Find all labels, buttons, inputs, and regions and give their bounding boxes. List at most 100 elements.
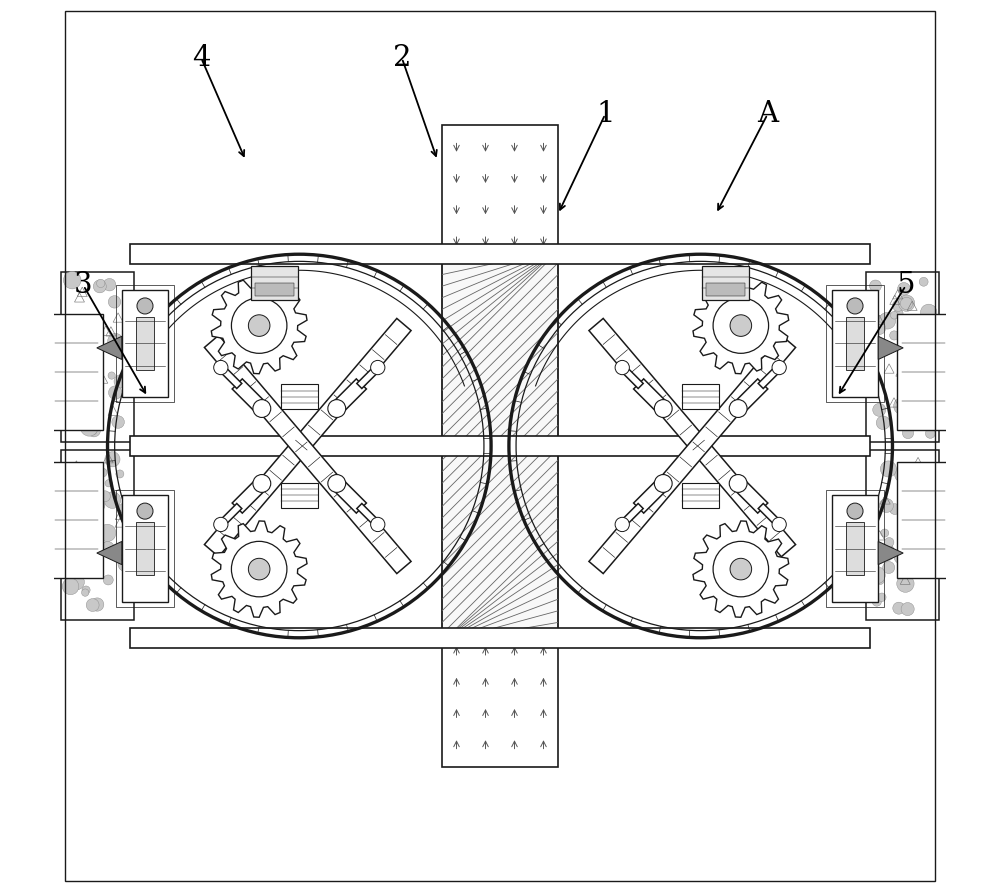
Circle shape	[880, 543, 892, 556]
Bar	[136, 317, 154, 370]
Bar	[130, 628, 870, 648]
Bar	[846, 522, 864, 575]
Polygon shape	[634, 478, 668, 513]
Bar	[866, 450, 939, 620]
Text: 2: 2	[393, 44, 411, 72]
Polygon shape	[218, 503, 242, 527]
Circle shape	[89, 396, 103, 410]
Circle shape	[82, 589, 89, 596]
Circle shape	[729, 475, 747, 492]
Circle shape	[62, 578, 79, 595]
Circle shape	[108, 334, 123, 349]
Circle shape	[90, 467, 100, 477]
Bar	[61, 450, 134, 620]
Polygon shape	[211, 521, 307, 617]
Circle shape	[919, 550, 927, 558]
Circle shape	[894, 309, 903, 318]
Polygon shape	[204, 318, 411, 557]
Circle shape	[910, 321, 920, 331]
Circle shape	[901, 602, 914, 615]
Bar	[122, 495, 168, 602]
Circle shape	[111, 340, 119, 349]
Circle shape	[98, 468, 107, 477]
Polygon shape	[589, 318, 796, 557]
Bar	[897, 462, 950, 578]
Circle shape	[69, 395, 80, 406]
Circle shape	[921, 367, 931, 377]
Bar	[281, 384, 318, 409]
Circle shape	[847, 298, 863, 314]
Circle shape	[86, 359, 101, 375]
Bar	[442, 250, 558, 642]
Circle shape	[231, 298, 287, 353]
Circle shape	[71, 482, 82, 493]
Circle shape	[112, 416, 124, 428]
Circle shape	[898, 408, 912, 421]
Circle shape	[897, 329, 914, 346]
Circle shape	[103, 278, 116, 291]
Circle shape	[730, 315, 752, 336]
Circle shape	[872, 597, 881, 607]
Text: A: A	[757, 100, 778, 128]
Polygon shape	[218, 365, 242, 389]
Circle shape	[137, 298, 153, 314]
Polygon shape	[204, 335, 411, 574]
Polygon shape	[878, 336, 903, 359]
Circle shape	[78, 468, 90, 480]
Circle shape	[876, 577, 884, 584]
Circle shape	[72, 383, 85, 395]
Polygon shape	[634, 379, 668, 414]
Bar	[682, 483, 719, 508]
Circle shape	[615, 360, 629, 375]
Circle shape	[108, 295, 121, 308]
Text: 3: 3	[74, 271, 93, 300]
Polygon shape	[693, 277, 789, 374]
Circle shape	[109, 386, 122, 400]
Circle shape	[729, 400, 747, 417]
Circle shape	[893, 602, 905, 615]
Circle shape	[889, 504, 900, 515]
Circle shape	[231, 541, 287, 597]
Circle shape	[922, 500, 939, 516]
Circle shape	[214, 360, 228, 375]
Polygon shape	[357, 365, 380, 389]
Circle shape	[328, 475, 346, 492]
Circle shape	[86, 599, 99, 612]
Polygon shape	[97, 541, 122, 565]
Polygon shape	[232, 379, 267, 414]
Bar	[832, 495, 878, 602]
Circle shape	[909, 533, 922, 546]
Circle shape	[89, 364, 99, 375]
Text: 4: 4	[192, 44, 210, 72]
Circle shape	[371, 360, 385, 375]
Circle shape	[70, 514, 84, 529]
Circle shape	[371, 517, 385, 532]
Bar	[846, 317, 864, 370]
Polygon shape	[733, 478, 768, 513]
Circle shape	[73, 464, 83, 475]
Circle shape	[900, 297, 913, 310]
Circle shape	[868, 566, 885, 584]
Polygon shape	[357, 503, 380, 527]
Circle shape	[898, 295, 915, 311]
Circle shape	[78, 332, 90, 344]
Circle shape	[248, 558, 270, 580]
Circle shape	[99, 524, 116, 541]
Bar	[116, 285, 174, 402]
Circle shape	[118, 503, 132, 516]
Circle shape	[69, 574, 84, 590]
Circle shape	[879, 312, 896, 329]
Circle shape	[76, 367, 92, 383]
Bar	[50, 314, 103, 430]
Circle shape	[892, 300, 904, 311]
Polygon shape	[332, 478, 366, 513]
Circle shape	[878, 593, 886, 601]
Circle shape	[103, 575, 113, 585]
Circle shape	[918, 516, 929, 527]
Circle shape	[772, 360, 786, 375]
Bar	[50, 462, 103, 578]
Polygon shape	[211, 277, 307, 374]
Polygon shape	[589, 335, 796, 574]
Bar	[251, 266, 298, 300]
Circle shape	[93, 280, 106, 293]
